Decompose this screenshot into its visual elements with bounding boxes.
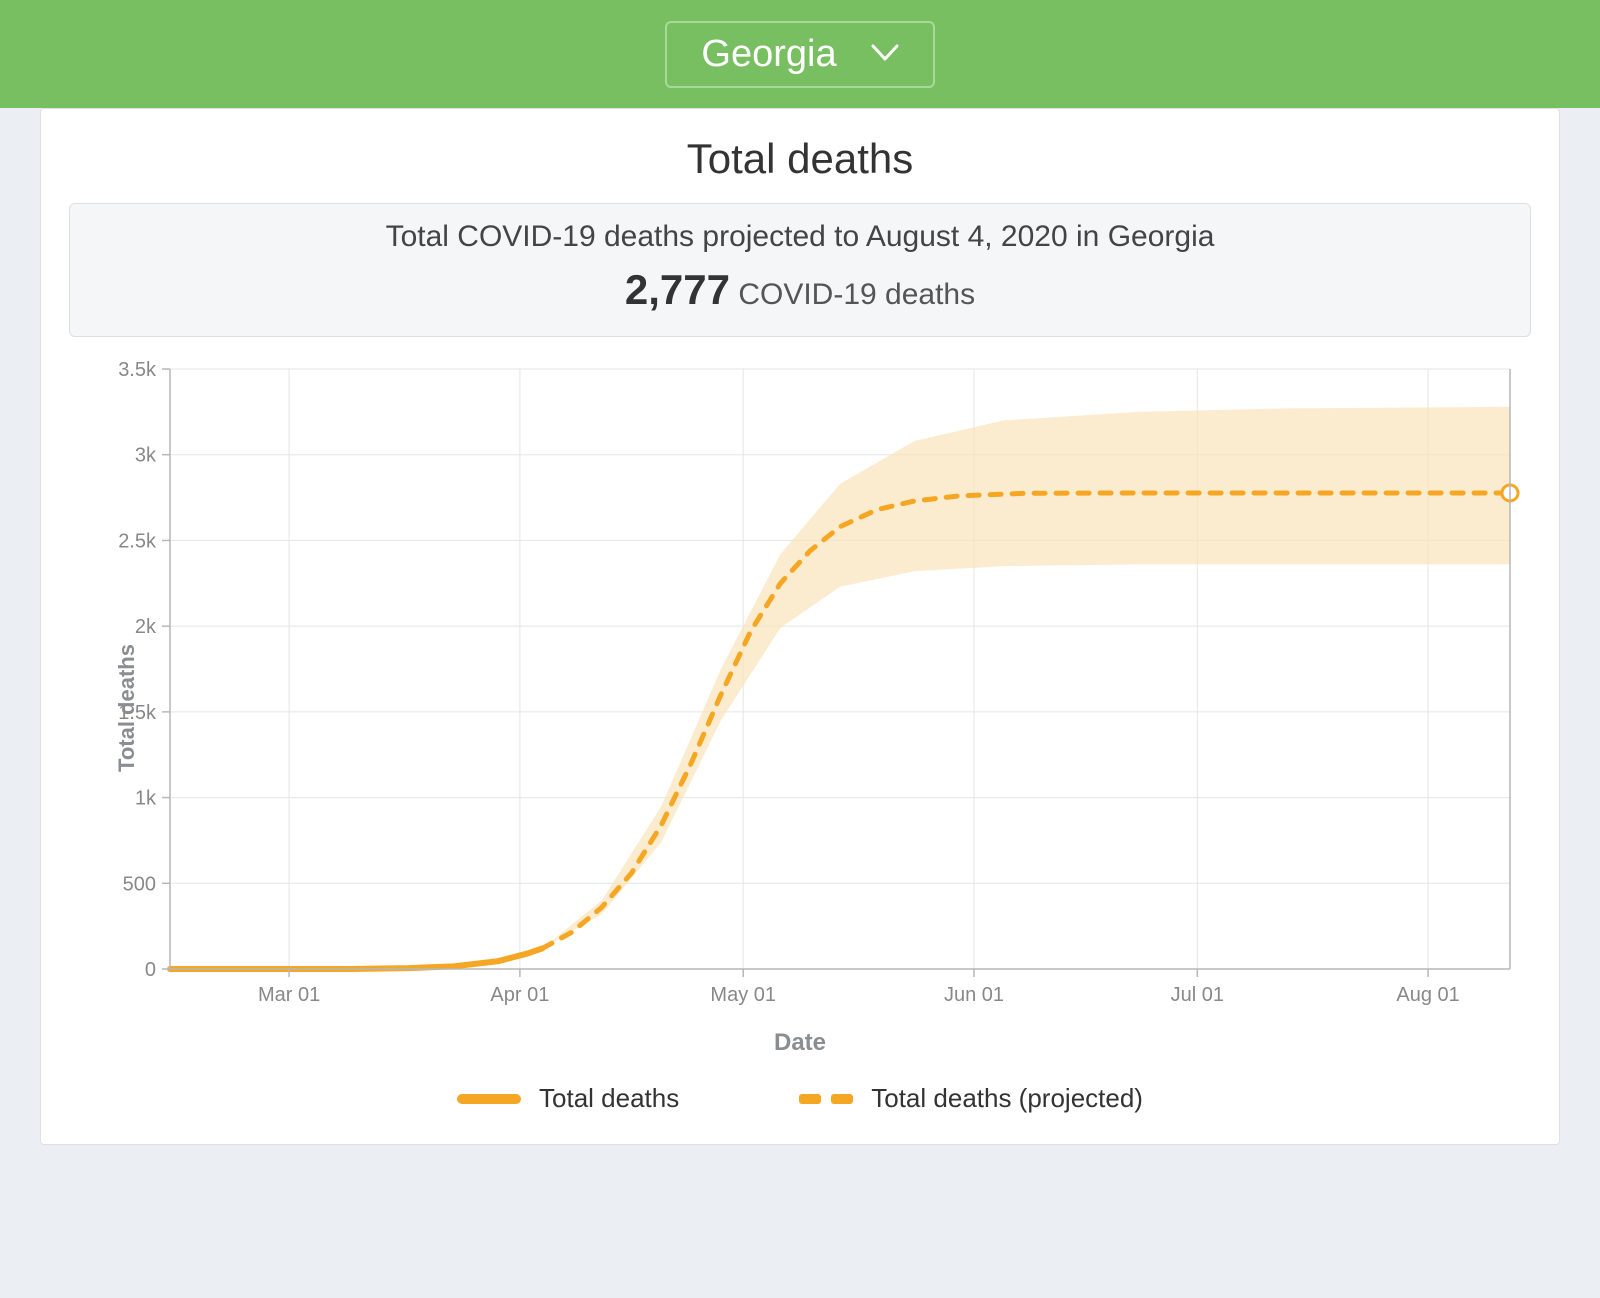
svg-text:May 01: May 01: [710, 984, 776, 1006]
legend-item-dashed[interactable]: Total deaths (projected): [799, 1083, 1143, 1114]
chart-y-axis-label: Total deaths: [114, 644, 140, 772]
legend-swatch-dashed: [799, 1094, 853, 1104]
svg-text:Apr 01: Apr 01: [490, 984, 549, 1006]
svg-text:3k: 3k: [135, 445, 157, 467]
legend-label-dashed: Total deaths (projected): [871, 1083, 1143, 1114]
summary-value-suffix: COVID-19 deaths: [738, 278, 975, 311]
chart-legend: Total deaths Total deaths (projected): [69, 1083, 1531, 1114]
svg-text:2.5k: 2.5k: [118, 530, 157, 552]
svg-text:Jun 01: Jun 01: [944, 984, 1004, 1006]
top-header-bar: Georgia: [0, 0, 1600, 108]
summary-panel: Total COVID-19 deaths projected to Augus…: [69, 203, 1531, 337]
chart-x-axis-label: Date: [69, 1029, 1531, 1057]
legend-item-solid[interactable]: Total deaths: [457, 1083, 679, 1114]
legend-swatch-solid: [457, 1094, 521, 1104]
svg-text:Mar 01: Mar 01: [258, 984, 320, 1006]
svg-text:Aug 01: Aug 01: [1396, 984, 1459, 1006]
summary-value-row: 2,777 COVID-19 deaths: [90, 266, 1510, 314]
page-root: Georgia Total deaths Total COVID-19 deat…: [0, 0, 1600, 1185]
svg-text:1k: 1k: [135, 788, 157, 810]
summary-value: 2,777: [625, 266, 730, 313]
deaths-line-chart: 05001k1.5k2k2.5k3k3.5kMar 01Apr 01May 01…: [70, 359, 1530, 1019]
content-card: Total deaths Total COVID-19 deaths proje…: [40, 108, 1560, 1145]
chart-container: Total deaths 05001k1.5k2k2.5k3k3.5kMar 0…: [69, 359, 1531, 1057]
svg-text:0: 0: [145, 959, 156, 981]
svg-text:500: 500: [123, 873, 156, 895]
svg-text:2k: 2k: [135, 616, 157, 638]
region-selected-label: Georgia: [701, 33, 836, 76]
svg-text:Jul 01: Jul 01: [1171, 984, 1224, 1006]
region-dropdown[interactable]: Georgia: [665, 21, 934, 88]
chevron-down-icon: [871, 39, 899, 69]
svg-text:3.5k: 3.5k: [118, 359, 157, 381]
legend-label-solid: Total deaths: [539, 1083, 679, 1114]
page-title: Total deaths: [69, 135, 1531, 183]
summary-subtitle: Total COVID-19 deaths projected to Augus…: [90, 220, 1510, 254]
